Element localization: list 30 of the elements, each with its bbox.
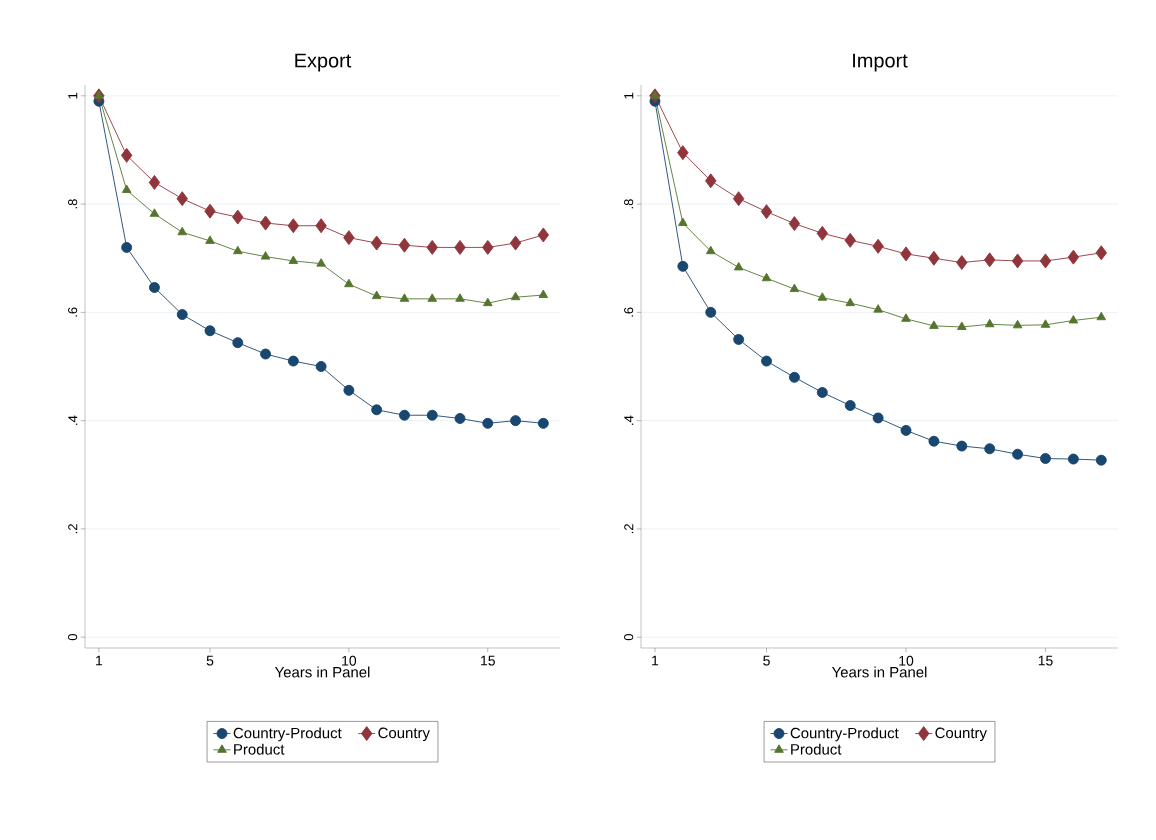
- legend-label: Product: [791, 743, 842, 755]
- y-tick-label: 1: [68, 92, 78, 99]
- x-tick-label: 10: [899, 655, 914, 666]
- y-tick-label: 1: [624, 92, 634, 99]
- legend-label: Country-Product: [790, 727, 899, 742]
- x-axis-title: Years in Panel: [274, 666, 370, 678]
- x-tick-label: 1: [96, 655, 103, 666]
- legend-label: Country: [935, 727, 987, 742]
- x-tick-label: 5: [763, 655, 770, 666]
- x-tick-label: 1: [652, 655, 659, 666]
- x-tick-label: 10: [342, 655, 357, 666]
- x-tick-label: 15: [481, 655, 495, 666]
- legend-label: Country-Product: [233, 727, 342, 742]
- y-tick-label: .6: [624, 307, 634, 317]
- legend-label: Country: [378, 727, 430, 742]
- legend-label: Product: [234, 743, 285, 755]
- y-tick-label: .2: [68, 524, 78, 534]
- y-tick-label: .8: [68, 199, 78, 209]
- y-tick-label: 0: [624, 634, 634, 641]
- x-axis-title: Years in Panel: [831, 666, 927, 678]
- y-tick-label: .6: [68, 307, 78, 317]
- x-tick-label: 15: [1038, 655, 1053, 666]
- y-tick-label: .4: [624, 415, 634, 425]
- y-tick-label: 0: [68, 634, 78, 641]
- y-tick-label: .2: [624, 524, 634, 534]
- y-tick-label: .8: [624, 199, 634, 209]
- x-tick-label: 5: [206, 655, 214, 666]
- chart-title: Export: [295, 53, 352, 72]
- chart-title: Import: [853, 53, 908, 72]
- y-tick-label: .4: [68, 415, 78, 425]
